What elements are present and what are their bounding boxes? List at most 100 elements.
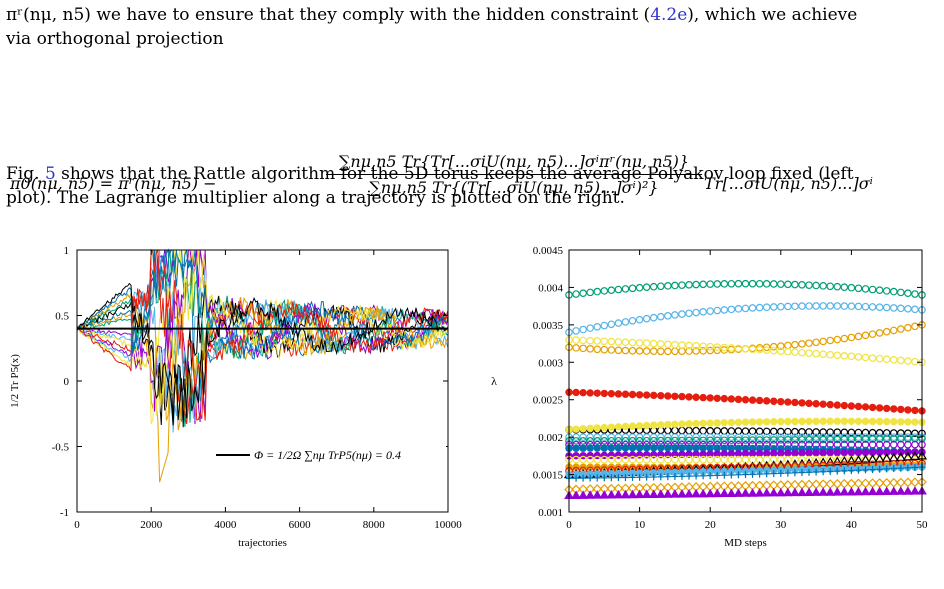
data-point (649, 282, 658, 291)
data-point (734, 418, 743, 427)
data-point (671, 450, 679, 459)
plot-frame (76, 249, 449, 513)
data-point (741, 396, 750, 404)
data-point (826, 435, 835, 444)
data-point (883, 404, 891, 413)
data-point (819, 449, 827, 457)
data-point (671, 444, 679, 452)
plot-frame (568, 249, 923, 513)
data-point (607, 320, 616, 329)
y-tick-label: -0.5 (52, 442, 70, 454)
data-point (909, 451, 920, 460)
data-point (664, 282, 672, 290)
data-point (727, 279, 736, 288)
data-point (662, 489, 673, 498)
data-point (727, 427, 736, 435)
data-point (847, 333, 856, 342)
data-point (685, 436, 693, 445)
data-point (656, 433, 665, 441)
data-point (798, 302, 806, 310)
data-point (833, 401, 841, 409)
equation-reference-link[interactable]: 4.2e (650, 5, 688, 25)
data-point (600, 423, 609, 432)
data-point (699, 342, 707, 351)
data-point (840, 401, 849, 410)
data-point (777, 417, 785, 426)
data-point (614, 285, 623, 294)
data-point (685, 341, 693, 350)
data-point (678, 426, 686, 435)
data-point (897, 405, 905, 414)
data-point (776, 433, 785, 441)
data-point (607, 436, 616, 445)
data-point (768, 487, 779, 497)
lambda-series-9 (565, 434, 926, 445)
data-point (699, 426, 707, 435)
data-point (826, 400, 834, 409)
data-point (614, 423, 623, 431)
paragraph-post: shows that the Rattle algorithm for the … (55, 164, 854, 184)
data-point (741, 279, 750, 288)
data-point (713, 433, 722, 441)
data-point (613, 489, 624, 499)
data-point (677, 489, 687, 498)
data-point (812, 338, 820, 347)
data-point (868, 435, 877, 443)
data-point (649, 436, 658, 445)
data-point (812, 435, 820, 444)
data-point (775, 487, 786, 497)
lambda-series-5 (565, 388, 926, 415)
data-point (770, 397, 778, 405)
data-point (890, 448, 898, 457)
data-point (692, 450, 700, 458)
data-point (897, 435, 905, 443)
data-point (755, 449, 764, 458)
data-point (791, 433, 799, 441)
data-point (874, 486, 885, 496)
data-point (621, 390, 630, 398)
data-point (805, 417, 813, 426)
data-point (805, 433, 813, 441)
data-point (607, 286, 616, 294)
data-point (579, 388, 587, 397)
data-point (748, 436, 757, 444)
data-point (656, 436, 665, 445)
data-point (819, 400, 827, 408)
data-point (847, 435, 856, 444)
data-point (819, 428, 827, 436)
data-point (875, 404, 884, 412)
data-point (699, 436, 707, 445)
data-point (784, 417, 792, 426)
data-point (621, 318, 630, 326)
data-point (706, 342, 715, 351)
data-point (784, 280, 792, 289)
data-point (579, 444, 587, 452)
data-point (847, 402, 856, 410)
data-point (833, 433, 842, 441)
data-point (586, 455, 594, 464)
data-point (840, 417, 849, 425)
data-point (867, 486, 878, 496)
data-point (811, 487, 821, 496)
data-point (572, 336, 580, 344)
equation-numerator: ∑nμ,n5 Tr{Tr[...σiU(nμ, n5)...]σⁱπʳ(nμ, … (326, 152, 702, 175)
data-point (671, 340, 679, 349)
data-point (642, 391, 651, 399)
x-tick-label: 8000 (363, 519, 386, 531)
data-point (762, 343, 771, 352)
data-point (621, 433, 630, 441)
x-tick-label: 0 (74, 519, 80, 531)
data-point (607, 346, 616, 354)
data-point (784, 347, 792, 356)
data-point (692, 444, 700, 452)
data-point (671, 347, 679, 356)
data-point (706, 346, 715, 355)
data-point (840, 352, 849, 360)
figure-reference-link[interactable]: 5 (44, 164, 56, 184)
data-point (911, 418, 919, 426)
data-point (854, 435, 863, 444)
data-point (734, 305, 743, 313)
data-point (798, 399, 806, 407)
data-point (854, 417, 863, 426)
data-point (868, 285, 877, 294)
